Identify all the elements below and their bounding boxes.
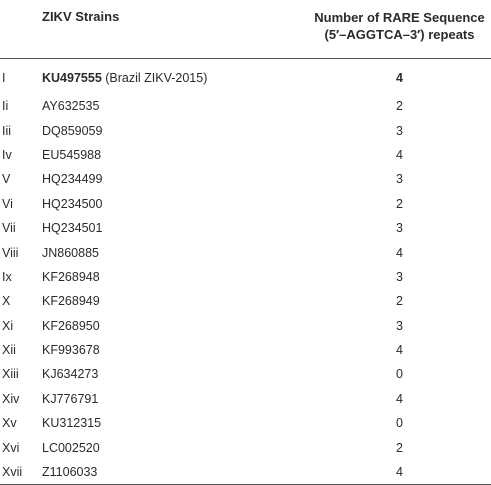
table-row: Ix KF268948 3	[0, 265, 491, 289]
strain-cell: EU545988	[40, 143, 290, 167]
row-index: Xi	[2, 318, 14, 333]
row-index: I	[2, 71, 6, 85]
strain-cell: KJ776791	[40, 387, 290, 411]
repeat-count: 3	[396, 172, 403, 187]
strain-accession: Z1106033	[42, 465, 98, 480]
row-index: Xvi	[2, 440, 20, 455]
strain-cell: HQ234500	[40, 192, 290, 216]
row-index: Viii	[2, 245, 19, 260]
row-index: Ii	[2, 99, 9, 114]
index-column-header	[0, 0, 40, 59]
repeat-count: 3	[396, 221, 403, 236]
table-row: Vi HQ234500 2	[0, 192, 491, 216]
row-index: Xvii	[0, 459, 40, 485]
strain-accession: KU497555	[42, 71, 102, 85]
strain-column-label: ZIKV Strains	[42, 9, 120, 24]
repeat-count: 2	[396, 294, 403, 309]
table-row: Iv EU545988 4	[0, 143, 491, 167]
repeats-column-label-line1: Number of RARE Sequence	[314, 10, 485, 25]
table-row: Vii HQ234501 3	[0, 216, 491, 240]
repeat-count: 3	[396, 318, 403, 333]
row-index: Ix	[2, 269, 12, 284]
repeat-count: 4	[290, 459, 491, 485]
strain-cell: KU312315	[40, 411, 290, 435]
strain-accession: KF993678	[42, 343, 100, 358]
repeats-column-label-line2: (5′–AGGTCA–3′) repeats	[324, 27, 475, 42]
row-index: Vi	[2, 196, 13, 211]
strain-cell: KF268950	[40, 314, 290, 338]
strain-accession: KJ634273	[42, 367, 99, 382]
table-row: Xii KF993678 4	[0, 338, 491, 362]
strain-cell: KF993678	[40, 338, 290, 362]
strain-column-header: ZIKV Strains	[40, 0, 290, 59]
table-row: Xv KU312315 0	[0, 411, 491, 435]
repeat-count: 3	[396, 123, 403, 138]
table-row: Xiii KJ634273 0	[0, 362, 491, 386]
repeat-count: 4	[396, 147, 403, 162]
row-index: Vii	[2, 221, 16, 236]
repeat-count: 4	[396, 71, 403, 85]
strain-accession: JN860885	[42, 245, 99, 260]
row-index: Xii	[2, 343, 16, 358]
strain-accession: DQ859059	[42, 123, 103, 138]
table-body: I KU497555 (Brazil ZIKV-2015) 4 Ii AY632…	[0, 59, 491, 485]
strain-accession: KJ776791	[42, 391, 99, 406]
repeat-count: 2	[396, 440, 403, 455]
table-row: Viii JN860885 4	[0, 240, 491, 264]
repeat-count: 0	[396, 416, 403, 431]
strain-cell: LC002520	[40, 435, 290, 459]
repeat-count: 4	[396, 343, 403, 358]
strain-accession: KF268950	[42, 318, 100, 333]
table-row: Ii AY632535 2	[0, 94, 491, 118]
table-row: Iii DQ859059 3	[0, 118, 491, 142]
row-index: Xiv	[2, 391, 20, 406]
strain-accession: KF268948	[42, 269, 100, 284]
repeat-count: 2	[396, 99, 403, 114]
repeat-count: 0	[396, 367, 403, 382]
row-index: X	[2, 294, 11, 309]
table-row: Xvi LC002520 2	[0, 435, 491, 459]
strain-accession: HQ234501	[42, 221, 103, 236]
header-row: ZIKV Strains Number of RARE Sequence (5′…	[0, 0, 491, 59]
strain-cell: KJ634273	[40, 362, 290, 386]
table-header: ZIKV Strains Number of RARE Sequence (5′…	[0, 0, 491, 59]
strain-accession: EU545988	[42, 147, 102, 162]
strain-accession: HQ234500	[42, 196, 103, 211]
repeat-count: 4	[396, 391, 403, 406]
strain-cell: KF268949	[40, 289, 290, 313]
strain-cell: AY632535	[40, 94, 290, 118]
row-index: Xiii	[2, 367, 19, 382]
row-index: Xv	[2, 416, 17, 431]
repeat-count: 4	[396, 245, 403, 260]
repeat-count: 2	[396, 196, 403, 211]
strain-cell: HQ234499	[40, 167, 290, 191]
table-row: Xiv KJ776791 4	[0, 387, 491, 411]
strain-accession: KU312315	[42, 416, 102, 431]
strain-cell: KU497555 (Brazil ZIKV-2015)	[40, 59, 290, 95]
strain-cell: DQ859059	[40, 118, 290, 142]
table-row: V HQ234499 3	[0, 167, 491, 191]
table-row: Xi KF268950 3	[0, 314, 491, 338]
strain-accession: KF268949	[42, 294, 100, 309]
repeat-count: 3	[396, 269, 403, 284]
row-index: Iv	[2, 147, 12, 162]
strain-accession: AY632535	[42, 99, 100, 114]
repeats-column-header: Number of RARE Sequence (5′–AGGTCA–3′) r…	[290, 0, 491, 59]
strain-cell: Z1106033	[40, 459, 290, 485]
strain-cell: JN860885	[40, 240, 290, 264]
table-row: I KU497555 (Brazil ZIKV-2015) 4	[0, 59, 491, 95]
strain-accession: LC002520	[42, 440, 100, 455]
strain-cell: HQ234501	[40, 216, 290, 240]
row-index: V	[2, 172, 11, 187]
strain-accession: HQ234499	[42, 172, 103, 187]
row-index: Iii	[2, 123, 12, 138]
strain-note: (Brazil ZIKV-2015)	[105, 71, 208, 85]
strain-cell: KF268948	[40, 265, 290, 289]
table-row: Xvii Z1106033 4	[0, 459, 491, 485]
table-row: X KF268949 2	[0, 289, 491, 313]
